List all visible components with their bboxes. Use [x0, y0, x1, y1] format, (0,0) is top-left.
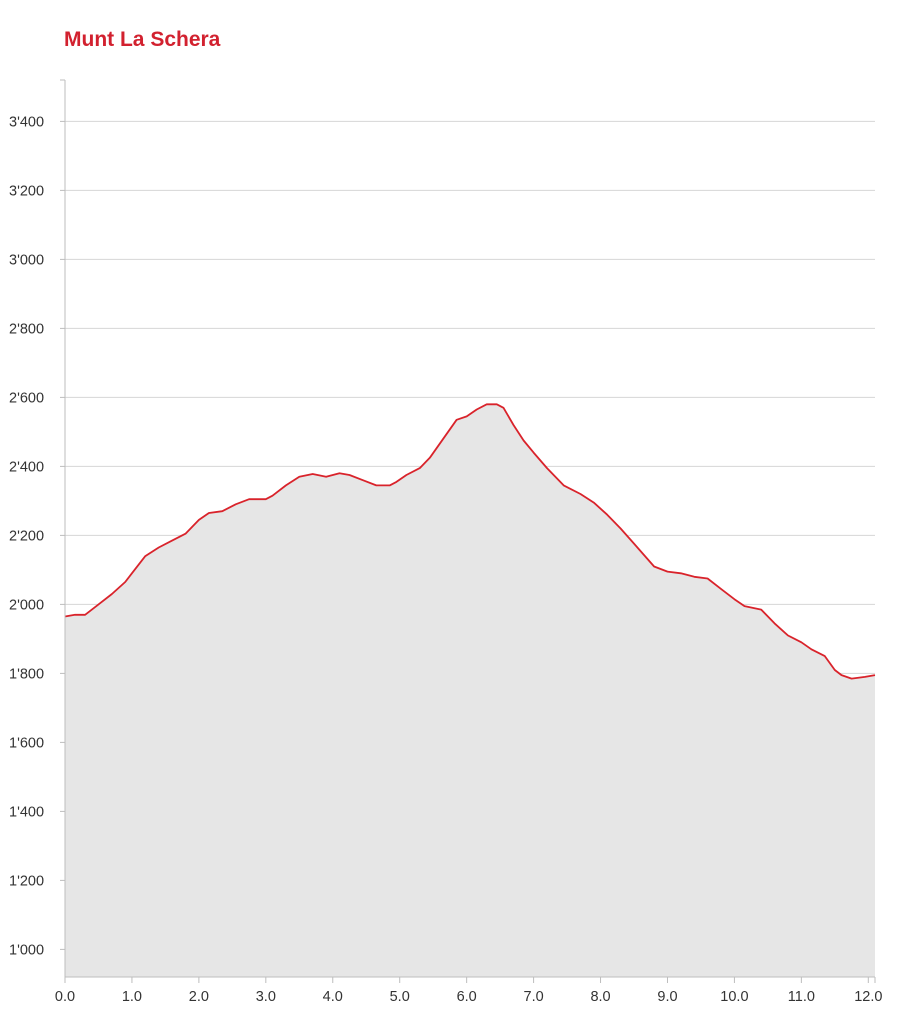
chart-title: Munt La Schera — [64, 28, 221, 51]
x-tick-label: 1.0 — [122, 989, 142, 1005]
elevation-area — [65, 404, 875, 977]
y-tick-label: 2'200 — [9, 528, 44, 544]
y-tick-label: 1'400 — [9, 804, 44, 820]
x-tick-label: 4.0 — [323, 989, 343, 1005]
y-tick-label: 1'600 — [9, 735, 44, 751]
y-tick-label: 3'000 — [9, 252, 44, 268]
x-tick-label: 11.0 — [788, 989, 815, 1005]
y-tick-label: 1'200 — [9, 873, 44, 889]
y-tick-label: 2'800 — [9, 321, 44, 337]
x-tick-label: 10.0 — [720, 989, 748, 1005]
x-tick-label: 7.0 — [524, 989, 544, 1005]
y-tick-label: 2'000 — [9, 597, 44, 613]
elevation-line — [64, 403, 876, 680]
x-tick-label: 0.0 — [55, 989, 75, 1005]
x-tick-label: 12.0 — [854, 989, 882, 1005]
y-tick-label: 1'000 — [9, 942, 44, 958]
y-tick-label: 1'800 — [9, 666, 44, 682]
axes — [60, 79, 876, 983]
x-tick-label: 5.0 — [390, 989, 410, 1005]
y-axis-ticks: 1'000 1'200 1'400 1'600 1'800 2'000 2'200 2'400… — [9, 114, 65, 958]
x-tick-label: 9.0 — [657, 989, 677, 1005]
x-axis-ticks: 0.0 1.0 2.0 3.0 4.0 5.0 6.0 7.0 8.0 9.0 10.0 11.0 12… — [55, 977, 882, 1005]
x-tick-label: 3.0 — [256, 989, 276, 1005]
y-tick-label: 3'200 — [9, 183, 44, 199]
x-tick-label: 8.0 — [590, 989, 610, 1005]
y-tick-label: 3'400 — [9, 114, 44, 130]
x-tick-label: 2.0 — [189, 989, 209, 1005]
x-tick-label: 6.0 — [457, 989, 477, 1005]
y-tick-label: 2'600 — [9, 390, 44, 406]
y-tick-label: 2'400 — [9, 459, 44, 475]
